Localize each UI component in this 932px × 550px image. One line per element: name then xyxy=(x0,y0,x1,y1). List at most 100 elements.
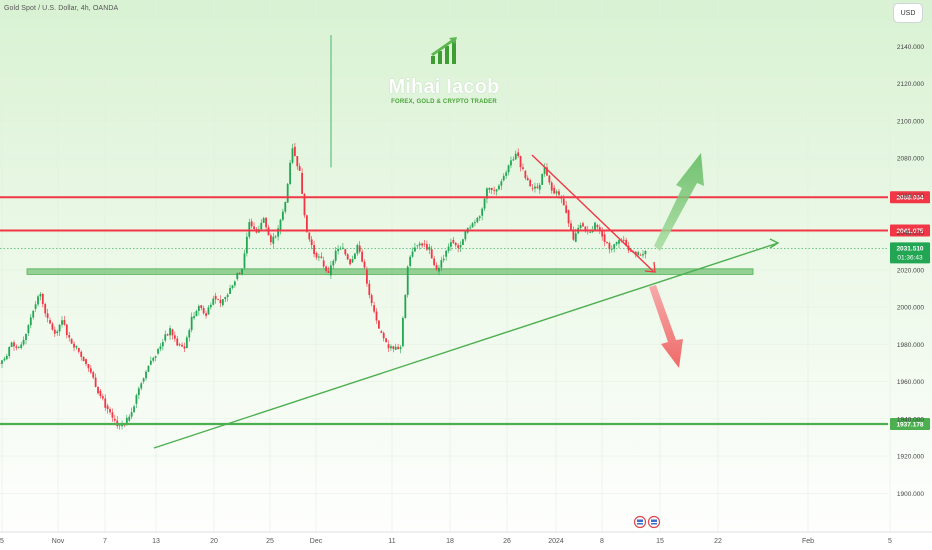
candle-body xyxy=(99,390,102,397)
candle-body xyxy=(354,253,356,259)
time-tick-label: 5 xyxy=(888,538,892,545)
candle-body xyxy=(596,225,599,228)
time-tick-label: Dec xyxy=(310,538,323,545)
descending-trendline xyxy=(531,154,654,272)
time-tick-label: 13 xyxy=(152,538,160,545)
candle-body xyxy=(142,378,145,382)
candle-body xyxy=(584,226,587,230)
candle-body xyxy=(423,243,426,245)
candle-body xyxy=(534,186,536,189)
candle-body xyxy=(356,245,359,254)
bullish-arrow xyxy=(654,153,704,251)
candle-body xyxy=(325,266,328,271)
candle-body xyxy=(507,165,510,173)
time-tick-label: 7 xyxy=(103,538,107,545)
current-price-label: 2031.510 xyxy=(896,245,923,252)
candle-body xyxy=(570,223,572,230)
candle-body xyxy=(567,210,570,224)
time-tick-label: 22 xyxy=(714,538,722,545)
candle-body xyxy=(368,283,371,296)
candle-body xyxy=(214,295,217,300)
candle-body xyxy=(272,236,275,244)
candle-body xyxy=(310,239,313,246)
candle-body xyxy=(579,225,582,229)
level-price-tag xyxy=(890,191,930,204)
time-tick-label: 5 xyxy=(0,538,4,545)
candle-body xyxy=(20,344,23,348)
candle-body xyxy=(519,156,522,168)
candle-body xyxy=(200,305,203,309)
candle-body xyxy=(502,175,505,181)
time-tick-label: 2024 xyxy=(548,538,564,545)
candle-body xyxy=(445,250,448,257)
candle-body xyxy=(157,349,159,354)
candle-body xyxy=(298,166,301,171)
candle-body xyxy=(313,245,315,255)
candle-body xyxy=(58,324,61,332)
candle-body xyxy=(279,219,282,231)
candle-body xyxy=(205,313,207,316)
currency-button[interactable]: USD xyxy=(893,3,923,23)
candle-body xyxy=(51,323,54,330)
time-tick-label: 20 xyxy=(210,538,218,545)
candle-body xyxy=(145,371,147,379)
candle-body xyxy=(44,303,47,314)
candle-body xyxy=(65,324,68,336)
candle-body xyxy=(8,347,11,356)
candle-body xyxy=(565,205,568,213)
candle-body xyxy=(416,245,419,247)
price-tick-label: 2000.000 xyxy=(897,305,924,312)
candle-body xyxy=(574,233,577,242)
candle-body xyxy=(622,239,625,241)
candle-body xyxy=(390,346,392,349)
candle-body xyxy=(173,335,176,339)
flag-us-icon[interactable] xyxy=(633,515,647,529)
candle-body xyxy=(430,249,433,259)
candle-body xyxy=(601,229,604,237)
candle-body xyxy=(387,344,390,349)
price-tick-label: 2040.000 xyxy=(897,230,924,237)
candle-body xyxy=(10,342,13,348)
candle-body xyxy=(195,310,198,317)
candle-body xyxy=(305,215,308,232)
candle-body xyxy=(462,239,464,246)
candle-body xyxy=(344,249,347,255)
candle-body xyxy=(209,304,212,308)
candle-body xyxy=(406,266,409,295)
candle-body xyxy=(382,332,385,339)
candle-body xyxy=(245,236,248,254)
candle-body xyxy=(135,395,138,404)
candle-body xyxy=(582,223,584,227)
candle-body xyxy=(452,239,455,243)
candle-body xyxy=(546,167,548,176)
flag-us-icon[interactable] xyxy=(647,515,661,529)
candle-body xyxy=(13,342,15,347)
price-tick-label: 2080.000 xyxy=(897,156,924,163)
price-tick-label: 2020.000 xyxy=(897,267,924,274)
time-axis xyxy=(0,533,932,550)
candle-body xyxy=(159,346,162,350)
candle-body xyxy=(250,221,253,227)
candle-body xyxy=(529,180,532,187)
candle-body xyxy=(296,156,299,167)
watermark-name: Mihai Iacob xyxy=(388,76,500,98)
candle-body xyxy=(207,307,210,315)
candle-body xyxy=(317,256,320,258)
candle-body xyxy=(169,328,171,336)
price-tick-label: 2060.000 xyxy=(897,193,924,200)
candle-body xyxy=(190,316,193,331)
candle-body xyxy=(517,152,520,157)
candle-body xyxy=(634,251,637,256)
candle-body xyxy=(510,160,512,166)
candle-body xyxy=(438,267,440,272)
candle-body xyxy=(342,247,344,249)
candle-body xyxy=(63,320,66,325)
candle-body xyxy=(457,245,460,248)
candle-body xyxy=(370,295,373,304)
candle-body xyxy=(418,243,421,246)
level-price-label: 1937.178 xyxy=(896,422,923,429)
candle-body xyxy=(428,246,431,250)
candle-body xyxy=(22,339,25,345)
